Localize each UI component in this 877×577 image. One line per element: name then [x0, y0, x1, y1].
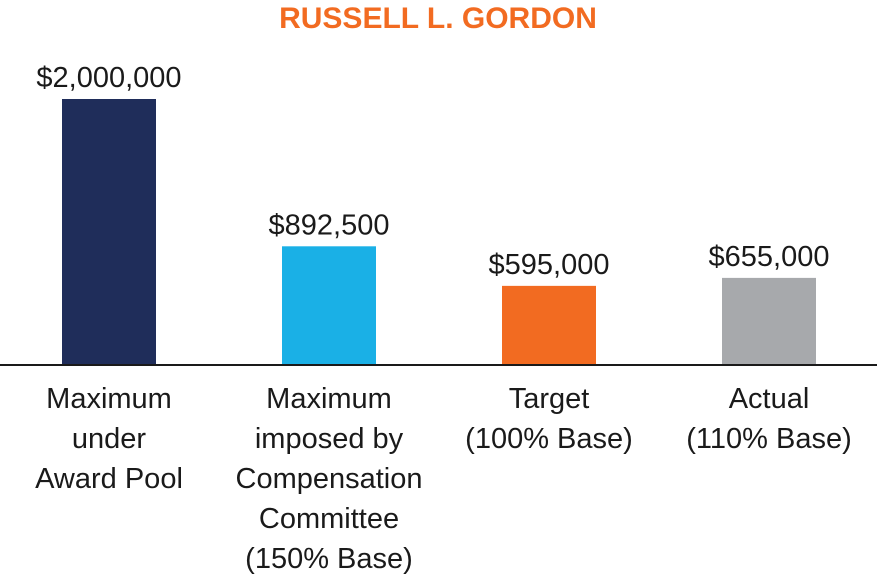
- category-label-3-line-0: Actual: [729, 383, 810, 415]
- bar-3: [722, 277, 816, 365]
- category-label-1: Maximum imposed by Compensation Committee (1…: [236, 383, 423, 575]
- category-label-0-line-2: Award Pool: [35, 463, 183, 495]
- category-label-2: Target (100% Base): [465, 383, 633, 455]
- category-label-1-line-4: (150% Base): [245, 543, 413, 575]
- bars-layer: [62, 99, 816, 365]
- category-label-1-line-3: Committee: [259, 503, 399, 535]
- value-label-0: $2,000,000: [36, 62, 181, 94]
- value-labels-layer: $2,000,000 $892,500 $595,000 $655,000: [36, 62, 829, 281]
- value-label-2: $595,000: [489, 249, 610, 281]
- chart-title: RUSSELL L. GORDON: [279, 2, 597, 35]
- bar-2: [502, 285, 596, 365]
- category-label-1-line-2: Compensation: [236, 463, 423, 495]
- category-label-3: Actual (110% Base): [686, 383, 852, 455]
- bar-0: [62, 99, 156, 365]
- category-label-2-line-0: Target: [509, 383, 590, 415]
- bar-1: [282, 246, 376, 365]
- category-label-2-line-1: (100% Base): [465, 423, 633, 455]
- category-label-0-line-0: Maximum: [46, 383, 172, 415]
- category-label-1-line-1: imposed by: [255, 423, 404, 455]
- category-label-0-line-1: under: [72, 423, 147, 455]
- value-label-3: $655,000: [709, 241, 830, 273]
- category-label-1-line-0: Maximum: [266, 383, 392, 415]
- category-label-0: Maximum under Award Pool: [35, 383, 183, 495]
- value-label-1: $892,500: [269, 209, 390, 241]
- category-labels-layer: Maximum under Award Pool Maximum imposed by C…: [35, 383, 852, 575]
- category-label-3-line-1: (110% Base): [686, 423, 852, 455]
